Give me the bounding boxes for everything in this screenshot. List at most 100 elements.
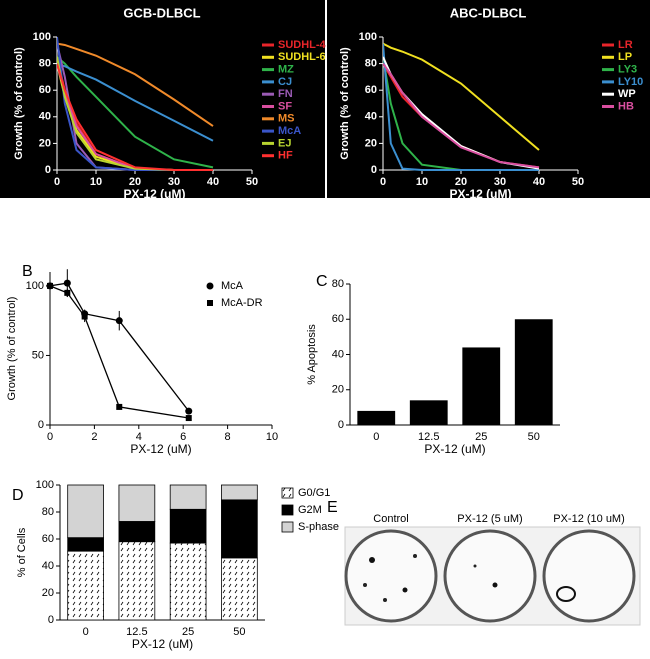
y-tick-label: 40 bbox=[365, 111, 377, 123]
y-tick-label: 0 bbox=[45, 164, 51, 176]
chart-title: ABC-DLBCL bbox=[450, 5, 527, 20]
panel-label: D bbox=[12, 487, 24, 504]
bar-segment bbox=[221, 557, 258, 621]
series-line bbox=[57, 56, 214, 169]
y-tick-label: 20 bbox=[332, 384, 344, 396]
x-tick-label: 30 bbox=[494, 176, 506, 188]
y-tick-label: 100 bbox=[26, 280, 44, 292]
x-tick-label: 50 bbox=[528, 431, 540, 443]
y-tick-label: 50 bbox=[32, 349, 44, 361]
x-axis-label: PX-12 (uM) bbox=[449, 187, 511, 201]
x-tick-label: 4 bbox=[136, 431, 142, 443]
y-axis-label: % of Cells bbox=[16, 527, 28, 577]
legend-label: McA bbox=[221, 280, 244, 292]
x-tick-label: 12.5 bbox=[126, 626, 147, 638]
legend-label: McA-DR bbox=[221, 297, 263, 309]
bar-segment bbox=[118, 541, 156, 621]
y-axis-label: Growth (% of control) bbox=[339, 47, 351, 160]
y-tick-label: 80 bbox=[42, 506, 54, 518]
x-tick-label: 0 bbox=[380, 176, 386, 188]
series-line bbox=[57, 42, 214, 127]
x-axis-label: PX-12 (uM) bbox=[130, 442, 191, 456]
point bbox=[185, 415, 192, 422]
y-tick-label: 20 bbox=[42, 587, 54, 599]
image-label: PX-12 (5 uM) bbox=[457, 513, 522, 525]
point bbox=[116, 403, 123, 410]
legend-label: LY3 bbox=[618, 64, 637, 76]
series-line bbox=[383, 43, 539, 171]
image-label: Control bbox=[373, 513, 408, 525]
y-tick-label: 80 bbox=[39, 58, 51, 70]
y-axis-label: % Apoptosis bbox=[306, 324, 318, 385]
x-tick-label: 25 bbox=[475, 431, 487, 443]
bar-segment bbox=[67, 484, 104, 539]
y-tick-label: 40 bbox=[332, 348, 344, 360]
bar-segment bbox=[118, 484, 156, 522]
x-tick-label: 0 bbox=[83, 626, 89, 638]
y-tick-label: 0 bbox=[338, 419, 344, 431]
bar-segment bbox=[169, 484, 207, 510]
y-tick-label: 20 bbox=[365, 137, 377, 149]
legend-marker bbox=[207, 300, 213, 306]
legend-label: S-phase bbox=[298, 521, 339, 533]
y-tick-label: 100 bbox=[359, 31, 377, 43]
y-tick-label: 0 bbox=[48, 614, 54, 626]
panel-label: E bbox=[327, 499, 338, 516]
image-label: PX-12 (10 uM) bbox=[553, 513, 625, 525]
legend-label: MS bbox=[278, 113, 295, 125]
legend-label: CJ bbox=[278, 76, 292, 88]
legend-swatch bbox=[281, 504, 294, 516]
x-tick-label: 40 bbox=[533, 176, 545, 188]
panel-label: C bbox=[316, 273, 328, 290]
bar-segment bbox=[67, 537, 104, 552]
colony-image: Control PX-12 (5 uM) PX-12 (10 uM) bbox=[344, 513, 641, 626]
bar-segment bbox=[67, 550, 104, 621]
legend-label: McA bbox=[278, 125, 301, 137]
series-line bbox=[57, 62, 214, 142]
bar-segment bbox=[221, 499, 258, 559]
legend-label: EJ bbox=[278, 137, 291, 149]
bar bbox=[357, 410, 396, 425]
y-tick-label: 100 bbox=[33, 31, 51, 43]
series-line bbox=[49, 285, 189, 419]
bar-segment bbox=[118, 521, 156, 543]
legend-label: LR bbox=[618, 39, 633, 51]
point bbox=[81, 313, 88, 320]
x-tick-label: 6 bbox=[180, 431, 186, 443]
x-tick-label: 40 bbox=[207, 176, 219, 188]
y-axis-label: Growth (% of control) bbox=[6, 297, 18, 401]
y-tick-label: 0 bbox=[371, 164, 377, 176]
x-tick-label: 25 bbox=[182, 626, 194, 638]
bar-segment bbox=[221, 484, 258, 501]
x-axis-label: PX-12 (uM) bbox=[132, 637, 193, 651]
x-tick-label: 10 bbox=[266, 431, 278, 443]
legend-swatch bbox=[281, 487, 294, 499]
series-line bbox=[49, 282, 190, 412]
legend-label: SUDHL-4 bbox=[278, 39, 327, 51]
y-tick-label: 20 bbox=[39, 137, 51, 149]
x-tick-label: 8 bbox=[225, 431, 231, 443]
panel-bg bbox=[327, 0, 650, 198]
legend-label: G0/G1 bbox=[298, 487, 330, 499]
point bbox=[64, 289, 71, 296]
series-line bbox=[57, 63, 213, 171]
series-line bbox=[383, 42, 540, 151]
legend-label: LY10 bbox=[618, 76, 643, 88]
legend-label: HF bbox=[278, 150, 293, 162]
y-axis-label: Growth (% of control) bbox=[13, 47, 25, 160]
y-tick-label: 80 bbox=[365, 58, 377, 70]
panel-label: B bbox=[22, 263, 33, 280]
x-tick-label: 10 bbox=[416, 176, 428, 188]
legend-label: MZ bbox=[278, 64, 294, 76]
x-tick-label: 0 bbox=[47, 431, 53, 443]
y-tick-label: 0 bbox=[38, 419, 44, 431]
legend-label: SUDHL-6 bbox=[278, 51, 326, 63]
panel-bg bbox=[0, 0, 325, 198]
y-tick-label: 40 bbox=[42, 560, 54, 572]
bar-segment bbox=[169, 508, 207, 544]
bar bbox=[462, 347, 501, 425]
y-tick-label: 60 bbox=[365, 84, 377, 96]
series-line bbox=[383, 63, 540, 169]
y-tick-label: 60 bbox=[39, 84, 51, 96]
